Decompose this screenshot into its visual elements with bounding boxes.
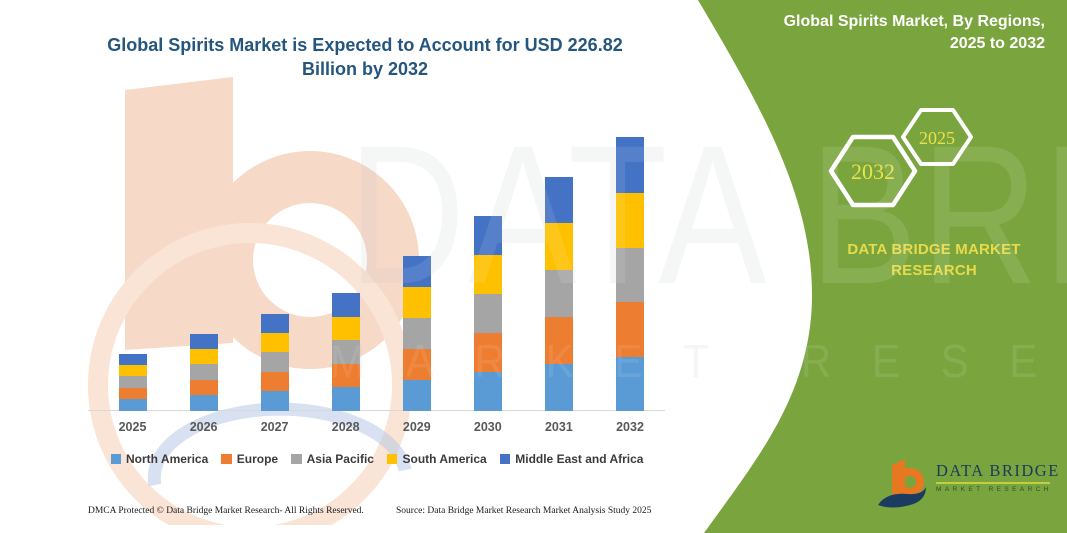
legend-label: Asia Pacific xyxy=(306,452,374,466)
chart-title: Global Spirits Market is Expected to Acc… xyxy=(95,33,635,81)
logo-underline xyxy=(936,482,1050,484)
bar-2032 xyxy=(616,136,644,411)
bar-segment xyxy=(544,316,573,364)
bar-segment xyxy=(402,379,431,411)
bar-segment xyxy=(118,399,147,411)
bar-segment xyxy=(189,348,218,365)
brand-line1: DATA BRIDGE MARKET xyxy=(847,241,1021,258)
x-axis-line xyxy=(88,410,665,411)
panel-title-line2: 2025 to 2032 xyxy=(949,35,1045,52)
data-bridge-logo-icon xyxy=(878,459,926,508)
x-axis-label: 2032 xyxy=(616,420,644,434)
bar-2026 xyxy=(189,333,218,411)
x-axis-label: 2030 xyxy=(473,420,502,434)
bar-2031 xyxy=(544,176,573,411)
bar-segment xyxy=(616,357,644,411)
bar-segment xyxy=(331,340,360,364)
bar-segment xyxy=(473,294,502,333)
x-axis-label: 2031 xyxy=(544,420,573,434)
legend-swatch xyxy=(110,453,122,465)
bar-segment xyxy=(616,136,644,193)
bar-segment xyxy=(331,316,360,341)
bar-segment xyxy=(260,371,289,392)
x-axis-label: 2025 xyxy=(118,420,147,434)
bar-segment xyxy=(260,332,289,353)
bar-segment xyxy=(118,376,147,388)
legend-item: Middle East and Africa xyxy=(499,452,644,466)
hexagon-2032: 2032 xyxy=(828,134,918,208)
source-note: Source: Data Bridge Market Research Mark… xyxy=(396,506,652,516)
legend-item: South America xyxy=(386,452,487,466)
bar-segment xyxy=(189,333,218,349)
bar-segment xyxy=(616,302,644,358)
bar-segment xyxy=(189,379,218,396)
bar-segment xyxy=(544,270,573,317)
bar-segment xyxy=(118,353,147,365)
bar-segment xyxy=(402,348,431,380)
data-bridge-logo: DATA BRIDGE MARKET RESEARCH xyxy=(872,449,1060,509)
bar-segment xyxy=(544,363,573,411)
panel-title-line1: Global Spirits Market, By Regions, xyxy=(783,13,1045,30)
bar-segment xyxy=(402,255,431,287)
legend-label: North America xyxy=(126,452,209,466)
side-panel-background xyxy=(698,0,1067,533)
legend-label: Middle East and Africa xyxy=(515,452,644,466)
bar-2028 xyxy=(331,293,360,411)
legend-swatch xyxy=(221,453,232,465)
year-hexagons: 2032 2025 xyxy=(828,108,973,208)
bar-segment xyxy=(473,216,502,256)
brand-wordmark: DATA BRIDGE MARKET RESEARCH xyxy=(834,239,1034,281)
legend-item: Asia Pacific xyxy=(291,452,374,466)
chart-legend: North America Europe Asia Pacific South Ame… xyxy=(88,452,666,466)
logo-subtitle: MARKET RESEARCH xyxy=(936,486,1052,493)
legend-label: Europe xyxy=(236,452,279,466)
hexagon-2025-label: 2025 xyxy=(919,128,955,148)
bar-segment xyxy=(544,223,573,271)
bar-segment xyxy=(260,352,289,372)
bar-segment xyxy=(402,286,431,318)
hexagon-2025: 2025 xyxy=(901,108,973,166)
hexagon-2032-label: 2032 xyxy=(851,159,895,184)
legend-swatch xyxy=(291,453,302,465)
bar-segment xyxy=(331,363,360,388)
bar-segment xyxy=(260,313,289,333)
panel-title: Global Spirits Market, By Regions, 2025 … xyxy=(715,11,1045,55)
bar-segment xyxy=(544,176,573,224)
chart-title-line1: Global Spirits Market is Expected to Acc… xyxy=(107,35,623,55)
bar-segment xyxy=(331,293,360,317)
dmca-notice: DMCA Protected © Data Bridge Market Rese… xyxy=(88,506,364,516)
bar-2029 xyxy=(402,255,431,411)
bar-segment xyxy=(616,247,644,303)
x-axis-label: 2029 xyxy=(402,420,431,434)
bar-segment xyxy=(473,255,502,295)
legend-item: Europe xyxy=(221,452,278,466)
x-axis-label: 2027 xyxy=(260,420,289,434)
bar-segment xyxy=(331,387,360,411)
legend-item: North America xyxy=(110,452,209,466)
x-axis-label: 2026 xyxy=(189,420,218,434)
bar-segment xyxy=(118,364,147,377)
bar-segment xyxy=(260,391,289,411)
logo-name: DATA BRIDGE xyxy=(936,461,1060,480)
legend-swatch xyxy=(499,453,511,465)
bar-segment xyxy=(473,332,502,372)
bar-segment xyxy=(189,364,218,380)
legend-label: South America xyxy=(402,452,487,466)
bar-segment xyxy=(118,387,147,400)
legend-swatch xyxy=(386,453,398,465)
chart-title-line2: Billion by 2032 xyxy=(301,59,429,79)
brand-line2: RESEARCH xyxy=(891,262,977,279)
bar-2025 xyxy=(118,353,147,411)
bar-segment xyxy=(616,192,644,248)
bar-segment xyxy=(473,371,502,411)
x-axis-label: 2028 xyxy=(331,420,360,434)
bar-2030 xyxy=(473,216,502,411)
bar-segment xyxy=(189,395,218,411)
bar-segment xyxy=(402,317,431,349)
bar-2027 xyxy=(260,313,289,411)
